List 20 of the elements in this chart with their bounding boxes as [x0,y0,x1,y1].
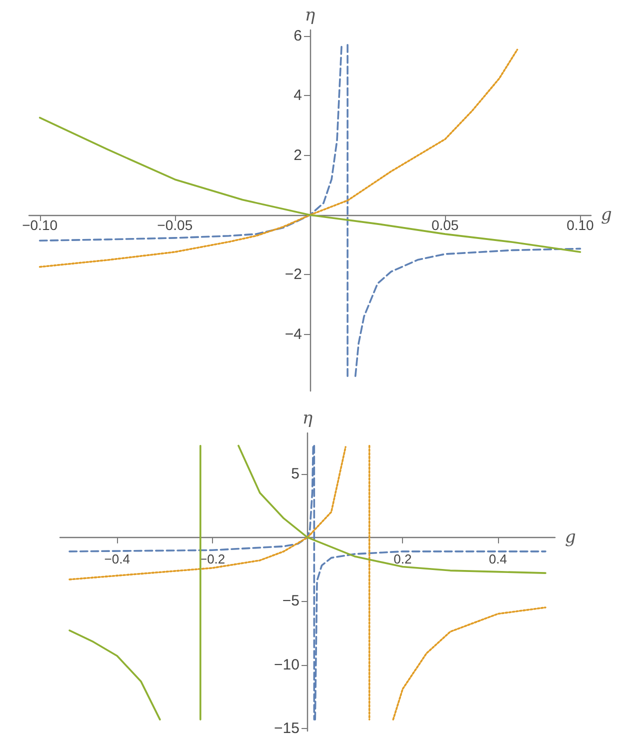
x-tick-label: −0.4 [104,551,130,566]
x-tick-label: 0.4 [488,551,507,566]
y-axis-title: η [302,408,314,428]
y-tick-label: −4 [284,326,302,343]
y-tick-label: −15 [274,720,300,737]
y-tick-label: −10 [274,656,300,674]
x-tick-label: 0.05 [431,216,459,233]
x-tick-label: 0.2 [394,551,412,566]
y-tick-label: 2 [294,146,302,164]
x-axis-title: g [565,527,576,548]
x-tick-label: −0.10 [22,216,58,233]
x-tick-label: −0.05 [157,216,193,233]
x-axis-title: g [601,204,612,225]
y-tick-label: 4 [294,87,302,104]
y-tick-label: −5 [282,592,300,610]
y-tick-label: 6 [294,27,302,44]
x-tick-label: 0.10 [566,216,594,233]
y-axis-title: η [304,6,316,26]
y-tick-label: −2 [284,266,302,284]
y-tick-label: 5 [291,465,300,482]
